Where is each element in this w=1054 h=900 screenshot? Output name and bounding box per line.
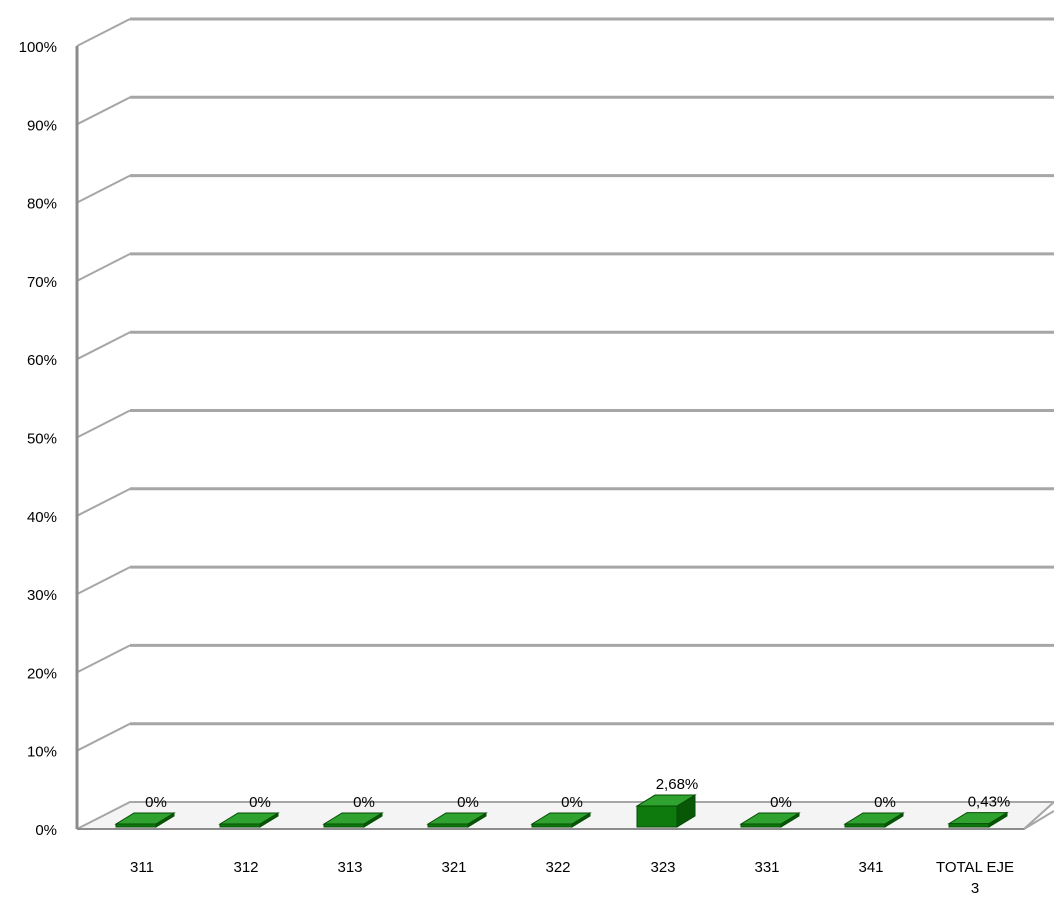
side-wall-gridline <box>76 331 131 361</box>
y-tick-label: 10% <box>27 744 57 761</box>
floor-edge <box>1023 810 1054 830</box>
x-category-label: 313 <box>337 859 362 876</box>
bar-top <box>635 794 697 807</box>
y-tick-label: 0% <box>35 822 57 839</box>
bar-top <box>530 812 592 825</box>
y-tick-label: 90% <box>27 117 57 134</box>
y-tick-label: 100% <box>19 39 57 56</box>
bar-data-label: 0% <box>249 794 271 811</box>
side-wall-gridline <box>76 409 131 439</box>
y-tick-label: 60% <box>27 352 57 369</box>
side-wall-gridline <box>76 18 131 47</box>
bar-data-label: 0% <box>353 794 375 811</box>
bar-data-label: 0% <box>145 794 167 811</box>
bar-front <box>636 805 678 828</box>
y-tick-label: 30% <box>27 587 57 604</box>
y-tick-label: 70% <box>27 274 57 291</box>
side-wall-gridline <box>76 96 131 126</box>
bar-data-label: 0% <box>874 794 896 811</box>
bar-top <box>947 812 1009 825</box>
bar-data-label: 0% <box>457 794 479 811</box>
x-category-label: 341 <box>858 859 883 876</box>
y-tick-label: 80% <box>27 196 57 213</box>
side-wall-gridline <box>76 566 131 595</box>
x-category-label: 311 <box>130 859 154 876</box>
side-wall-gridline <box>76 644 131 674</box>
bar-data-label: 0,43% <box>968 794 1011 811</box>
bar-data-label: 0% <box>770 794 792 811</box>
bar-data-label: 0% <box>561 794 583 811</box>
x-category-label: 312 <box>233 859 258 876</box>
y-tick-label: 50% <box>27 431 57 448</box>
bar-top <box>218 812 280 825</box>
bar-front <box>948 823 990 828</box>
side-wall-gridline <box>76 722 131 752</box>
side-wall-gridline <box>76 253 131 282</box>
bar-top <box>114 812 176 825</box>
bar-top <box>322 812 384 825</box>
side-wall-gridline <box>76 487 131 517</box>
x-category-label: 3 <box>971 880 979 895</box>
y-tick-label: 40% <box>27 509 57 526</box>
x-category-label: 323 <box>650 859 675 876</box>
side-wall-gridline <box>76 174 131 204</box>
bar-top <box>843 812 905 825</box>
bar-top <box>426 812 488 825</box>
x-category-label: 331 <box>754 859 779 876</box>
y-tick-label: 20% <box>27 665 57 682</box>
bar-top <box>739 812 801 825</box>
x-category-label: 321 <box>441 859 466 876</box>
x-category-label: TOTAL EJE <box>936 859 1014 876</box>
x-category-label: 322 <box>545 859 570 876</box>
bar-data-label: 2,68% <box>656 776 699 793</box>
